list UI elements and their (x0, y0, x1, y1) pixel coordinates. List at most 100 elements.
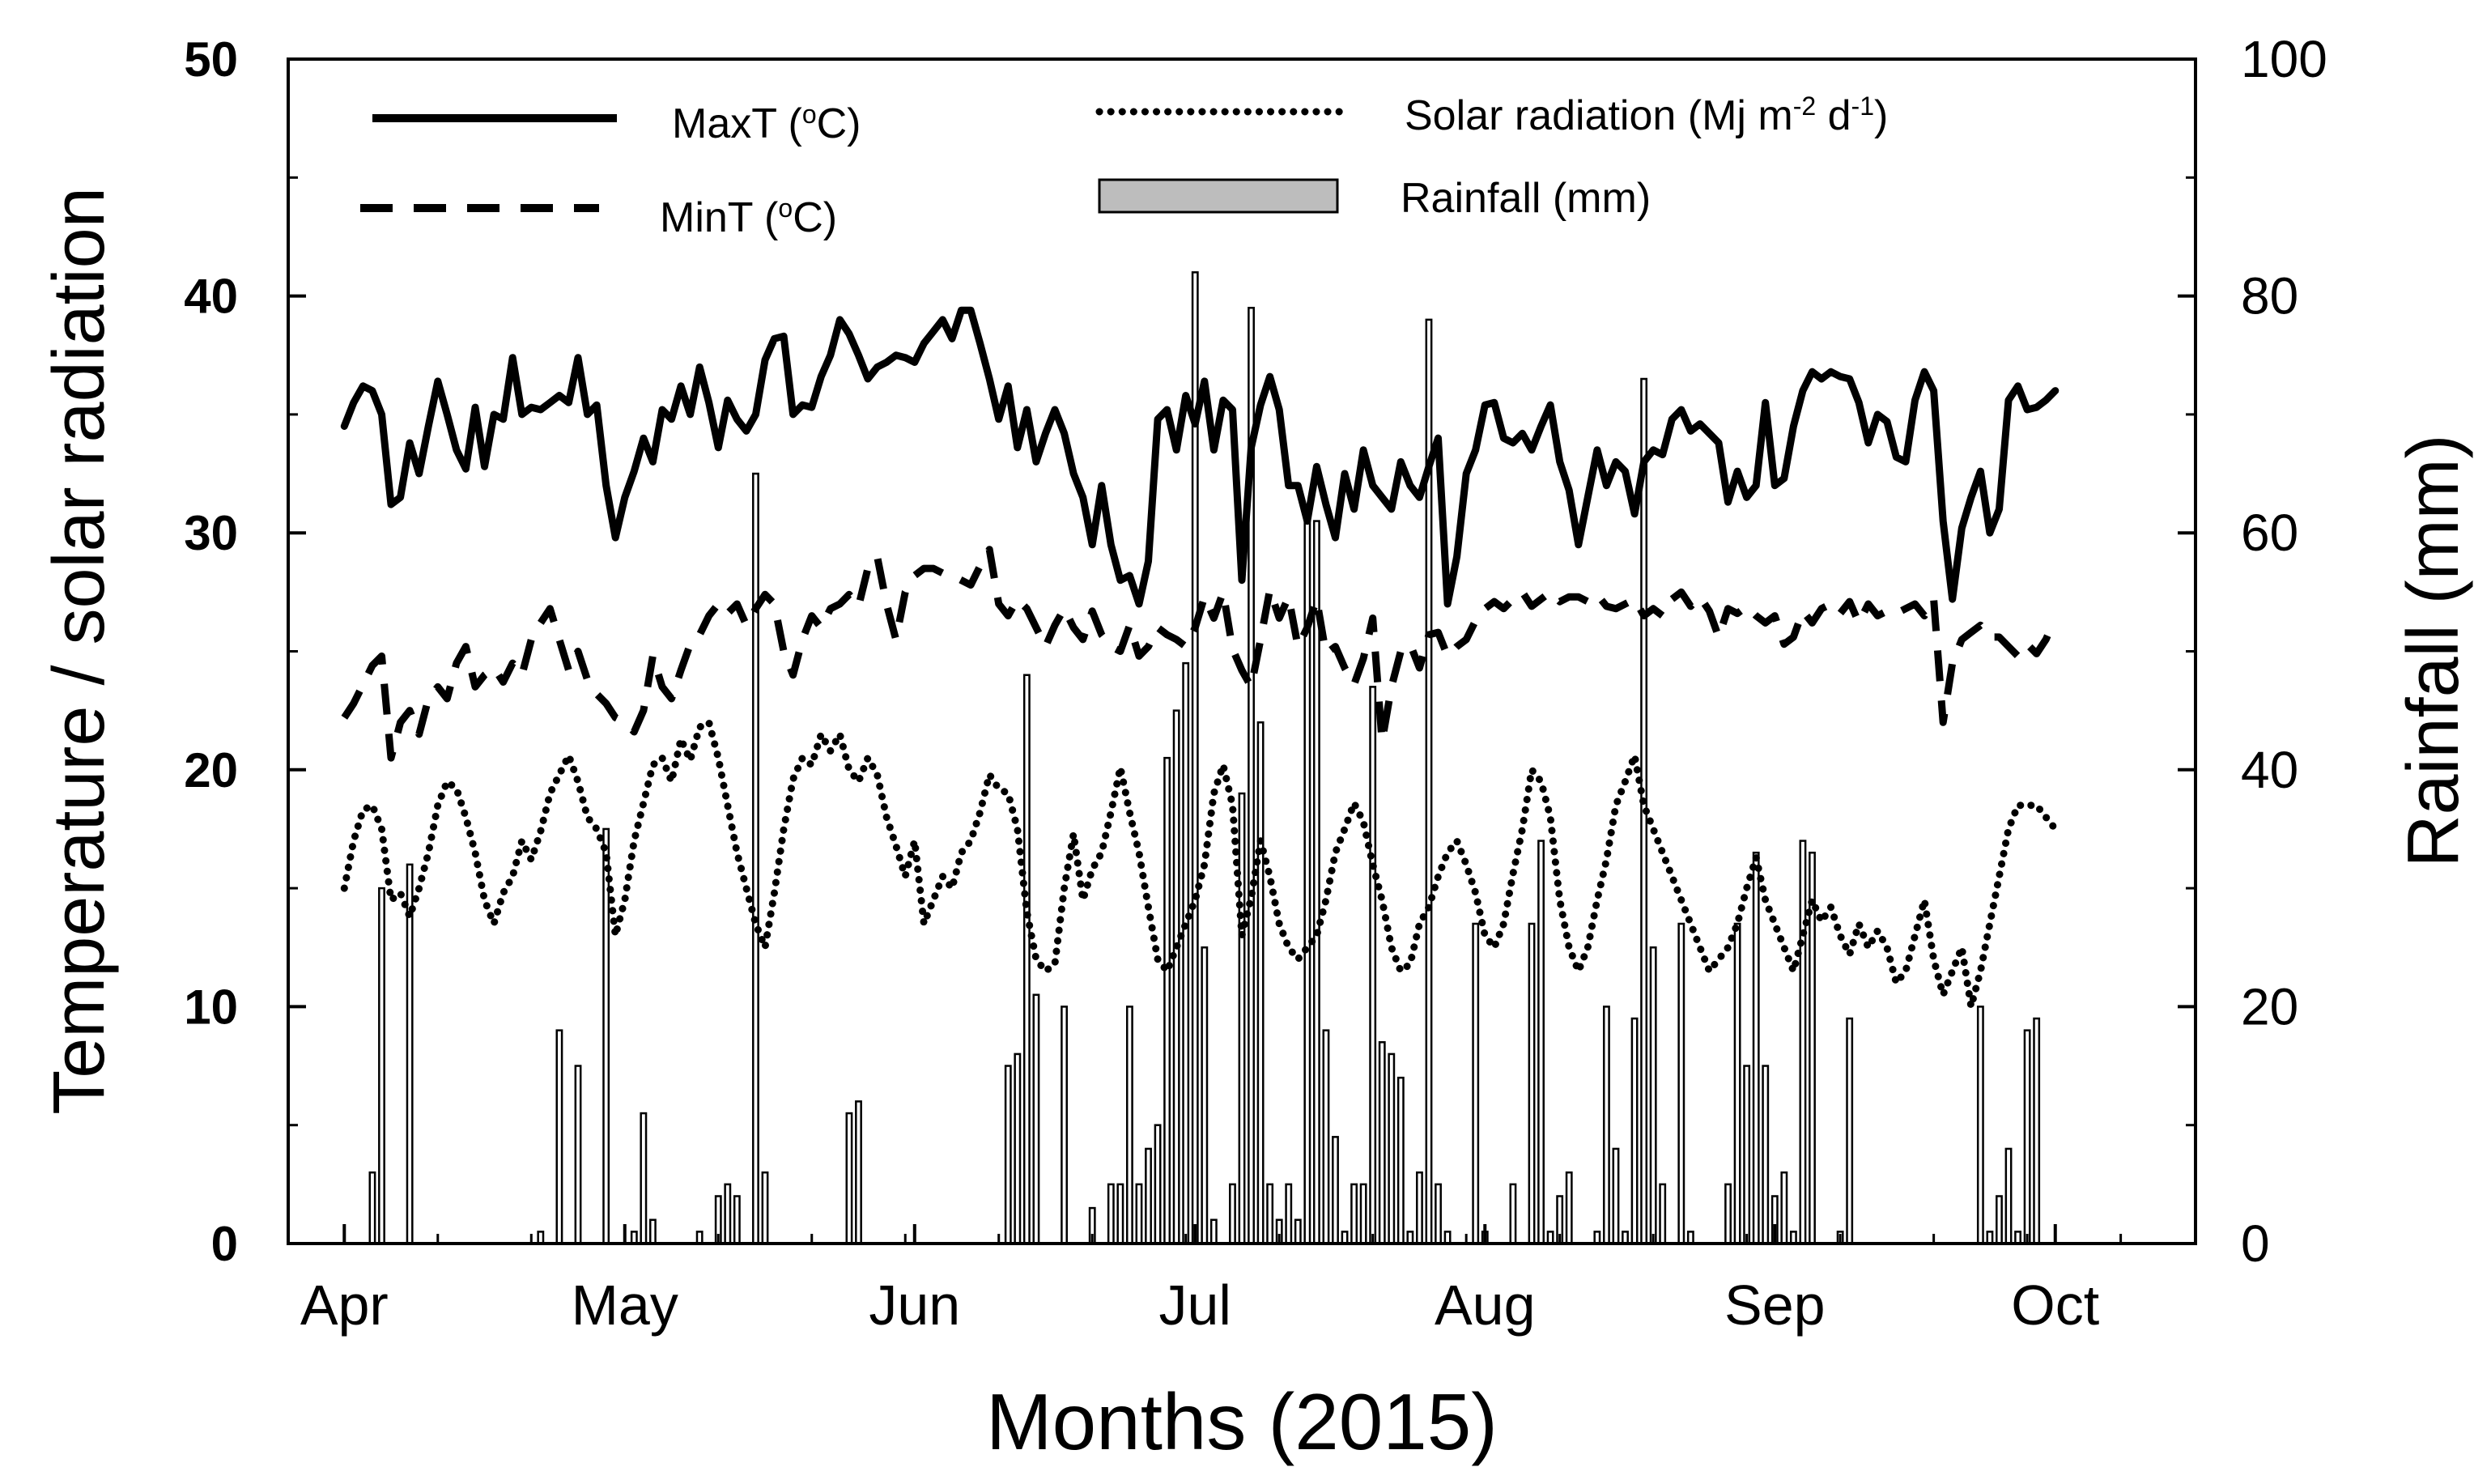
rainfall-bar (1359, 1183, 1367, 1244)
rainfall-bar (630, 1231, 638, 1244)
x-axis-ticks: Apr May Jun Jul Aug Sep Oct (300, 1224, 2123, 1337)
rainfall-bar (1565, 1171, 1573, 1244)
rainfall-bar (648, 1218, 657, 1244)
rainfall-bar (845, 1112, 853, 1244)
series-line-dashed (341, 546, 2059, 762)
right-axis-title: Rainfall (mm) (2393, 434, 2474, 867)
rainfall-bar (1472, 922, 1480, 1244)
rainfall-bar (1032, 993, 1040, 1244)
rainfall-bar (1677, 922, 1685, 1244)
rainfall-bar (1976, 1006, 1984, 1244)
rainfall-bar (1135, 1183, 1143, 1244)
rainfall-bar (1743, 1065, 1751, 1244)
rainfall-bar (1256, 721, 1265, 1244)
rainfall-bar (406, 863, 414, 1244)
rainfall-bar (1509, 1183, 1517, 1244)
x-axis-title: Months (2015) (986, 1377, 1498, 1466)
rainfall-bar (368, 1171, 376, 1244)
plot-area (340, 271, 2060, 1244)
rainfall-bar (1762, 1065, 1770, 1244)
left-axis-ticks: 0 10 20 30 40 50 (184, 32, 306, 1271)
rainfall-bar (2014, 1231, 2021, 1244)
x-tick-label: Jul (1159, 1274, 1231, 1337)
rainfall-bar (1435, 1183, 1442, 1244)
rainfall-bar (752, 472, 759, 1244)
rainfall-bar (1229, 1183, 1236, 1244)
rainfall-bar (555, 1029, 563, 1244)
rainfall-bar (1396, 1076, 1405, 1244)
rainfall-bar (1107, 1183, 1115, 1244)
rainfall-bar (1416, 1171, 1423, 1244)
right-tick-label: 0 (2241, 1214, 2270, 1273)
rainfall-bar (1014, 1052, 1022, 1244)
rainfall-bar (2023, 1029, 2031, 1244)
rainfall-bar (1986, 1231, 1994, 1244)
rainfall-bar (1443, 1231, 1452, 1244)
rainfall-bar (1378, 1041, 1386, 1244)
right-axis-ticks: 0 20 40 60 80 100 (2178, 30, 2327, 1273)
rainfall-bar (1996, 1195, 2003, 1244)
rainfall-bar (1312, 520, 1320, 1244)
x-tick-label: Sep (1724, 1274, 1826, 1337)
legend-mint-label: MinT (oC) (660, 193, 837, 241)
rainfall-bar (1004, 1065, 1012, 1244)
data-lines (340, 306, 2060, 1010)
rainfall-bar (574, 1065, 582, 1244)
rainfall-bar (1238, 792, 1246, 1244)
legend-solar-label: Solar radiation (Mj m-2 d-1) (1405, 91, 1888, 139)
rainfall-bar (1622, 1231, 1629, 1244)
rainfall-bar (1846, 1017, 1854, 1244)
rainfall-bar (1733, 922, 1741, 1244)
rainfall-bar (761, 1171, 769, 1244)
rainfall-bar (602, 827, 610, 1244)
rainfall-bar (1182, 661, 1190, 1244)
left-axis-title: Temperature / solar radiation (39, 187, 120, 1115)
rainfall-bar (537, 1231, 545, 1244)
rainfall-bar (1350, 1183, 1358, 1244)
x-tick-label: Jun (869, 1274, 960, 1337)
left-tick-label: 30 (184, 506, 238, 560)
rainfall-bar (1789, 1231, 1797, 1244)
series-line-dotted (340, 718, 2060, 1010)
rainfall-bar (1294, 1218, 1302, 1244)
rainfall-bar (1528, 922, 1536, 1244)
legend-rain-swatch (1098, 178, 1339, 214)
right-tick-label: 80 (2241, 267, 2298, 325)
rainfall-bar (1546, 1231, 1554, 1244)
rainfall-bar (724, 1183, 732, 1244)
right-tick-label: 60 (2241, 504, 2298, 562)
rainfall-bar (1406, 1231, 1414, 1244)
rainfall-bar (1780, 1171, 1788, 1244)
x-tick-label: May (572, 1274, 678, 1337)
left-tick-label: 10 (184, 980, 238, 1034)
x-tick-label: Oct (2011, 1274, 2099, 1337)
series-line-solid (340, 306, 2060, 608)
rainfall-bar (1649, 946, 1657, 1244)
rainfall-bar (1659, 1183, 1667, 1244)
rainfall-bar (1266, 1183, 1274, 1244)
rainfall-bar (1116, 1183, 1124, 1244)
rainfall-bar (1799, 840, 1807, 1244)
rainfall-bar (1630, 1017, 1639, 1244)
right-tick-label: 40 (2241, 741, 2298, 799)
rainfall-bar (1724, 1183, 1732, 1244)
rainfall-bar (1686, 1231, 1694, 1244)
rainfall-bar (1061, 1006, 1068, 1244)
rainfall-bar (1172, 709, 1180, 1244)
rainfall-bar (2033, 1017, 2041, 1244)
rainfall-bar (733, 1195, 741, 1244)
left-tick-label: 0 (211, 1217, 238, 1271)
rainfall-bar (1201, 946, 1209, 1244)
rainfall-bar (2004, 1147, 2013, 1244)
rainfall-bar (640, 1112, 648, 1244)
x-tick-label: Apr (300, 1274, 389, 1337)
right-tick-label: 20 (2241, 977, 2298, 1035)
right-tick-label: 100 (2241, 30, 2327, 88)
rainfall-bar (1145, 1147, 1152, 1244)
rainfall-bar (1602, 1006, 1610, 1244)
rainfall-bar (1125, 1006, 1133, 1244)
rainfall-bar (1537, 840, 1545, 1244)
rainfall-bar (695, 1231, 704, 1244)
